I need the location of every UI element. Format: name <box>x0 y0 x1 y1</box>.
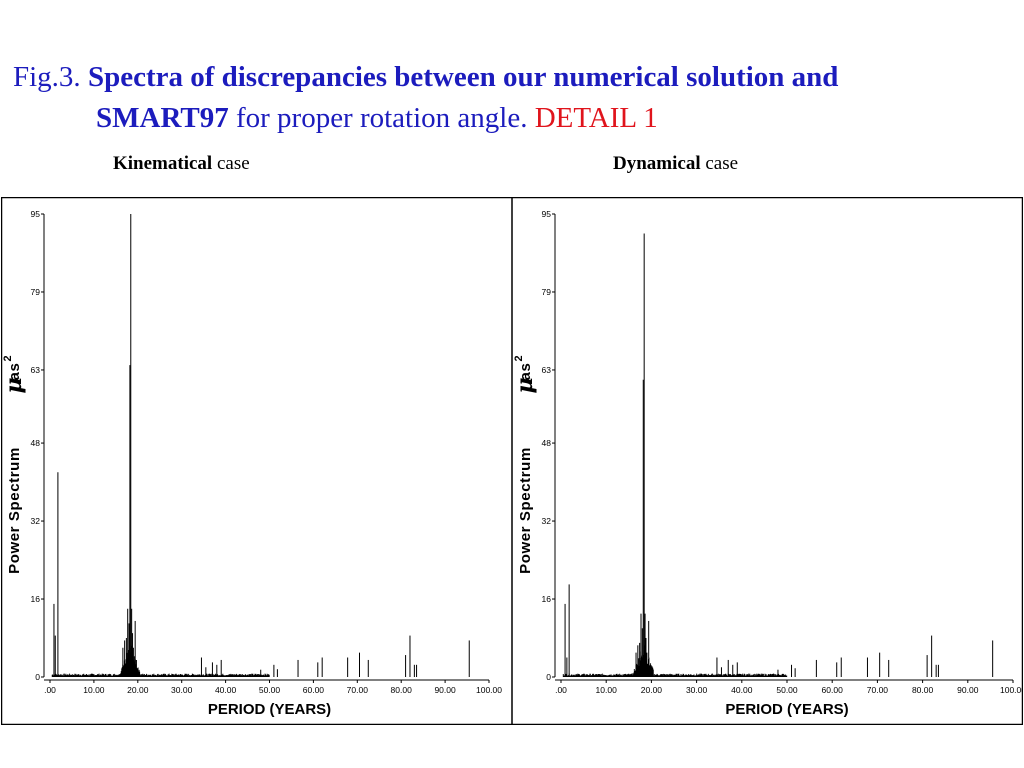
y-tick-label: 0 <box>35 672 40 682</box>
x-tick-label: 100.00 <box>476 685 502 695</box>
subtitle-dynamical: Dynamical case <box>613 153 738 175</box>
y-tick-label: 48 <box>31 438 41 448</box>
x-tick-label: 40.00 <box>731 685 753 695</box>
subtitle-kinematical: Kinematical case <box>113 153 250 175</box>
subtitle-kinematical-rest: case <box>216 153 250 174</box>
x-axis-title: PERIOD (YEARS) <box>725 701 848 718</box>
spectrum-continuum <box>562 645 788 677</box>
y-tick-label: 79 <box>31 287 41 297</box>
y-tick-label: 95 <box>542 209 552 219</box>
y-axis-unit-mu: μ <box>1 377 27 393</box>
x-tick-label: 90.00 <box>434 685 456 695</box>
chart-panel-kinematical: 0 16 32 48 63 79 95 .00 10.00 20.00 30.00 40.00 50.0… <box>1 209 502 718</box>
x-axis-title: PERIOD (YEARS) <box>208 701 331 718</box>
x-tick-label: .00 <box>44 685 56 695</box>
figure-title-bold: Spectra of discrepancies between our num… <box>87 61 839 93</box>
x-tick-label: 40.00 <box>215 685 237 695</box>
figure-title-smart97: SMART97 <box>96 102 229 134</box>
y-tick-label: 32 <box>31 516 41 526</box>
subtitle-kinematical-bold: Kinematical <box>113 153 213 174</box>
figure-title-line-1: Fig.3. Spectra of discrepancies between … <box>13 58 838 96</box>
y-axis-title-group: Power Spectrum μas 2 <box>1 355 27 574</box>
subtitle-dynamical-bold: Dynamical <box>613 153 701 174</box>
x-tick-label: 10.00 <box>596 685 618 695</box>
spectrum-continuum <box>51 644 270 677</box>
y-tick-label: 79 <box>542 287 552 297</box>
x-tick-label: 70.00 <box>347 685 369 695</box>
y-axis-title: Power Spectrum <box>517 447 534 574</box>
y-tick-label: 16 <box>31 594 41 604</box>
x-tick-label: 50.00 <box>776 685 798 695</box>
y-axis-unit-power: 2 <box>2 355 14 361</box>
figure-title-rest: for proper rotation angle. <box>235 102 528 134</box>
chart-panel-dynamical: 0 16 32 48 63 79 95 .00 10.00 20.00 30.00 40.00 50.0… <box>512 209 1023 718</box>
x-tick-label: 30.00 <box>171 685 193 695</box>
y-tick-label: 32 <box>542 516 552 526</box>
subtitle-dynamical-rest: case <box>705 153 739 174</box>
y-tick-label: 0 <box>546 672 551 682</box>
x-tick-label: 80.00 <box>912 685 934 695</box>
x-tick-label: 50.00 <box>259 685 281 695</box>
x-tick-label: 100.00 <box>1000 685 1023 695</box>
x-tick-label: 10.00 <box>83 685 105 695</box>
y-axis-unit-as: as <box>517 363 534 381</box>
x-tick-label: 20.00 <box>127 685 149 695</box>
y-tick-label: 48 <box>542 438 552 448</box>
detail-label: DETAIL 1 <box>534 102 658 134</box>
y-axis-title-group: Power Spectrum μas 2 <box>512 355 538 574</box>
y-axis-unit-power: 2 <box>513 355 525 361</box>
x-tick-label: 60.00 <box>822 685 844 695</box>
y-tick-label: 63 <box>542 365 552 375</box>
x-tick-label: 30.00 <box>686 685 708 695</box>
charts-frame: 0 16 32 48 63 79 95.00 10.00 20.00 30.00 40.00 50.0… <box>1 197 1023 725</box>
x-tick-label: 20.00 <box>641 685 663 695</box>
x-tick-label: 70.00 <box>867 685 889 695</box>
y-axis-title: Power Spectrum <box>6 447 23 574</box>
y-axis-unit-mu: μ <box>512 377 538 393</box>
x-tick-label: 80.00 <box>391 685 413 695</box>
y-axis-unit-as: as <box>6 363 23 381</box>
x-tick-label: 90.00 <box>957 685 979 695</box>
x-tick-label: 60.00 <box>303 685 325 695</box>
figure-label: Fig.3. <box>13 61 81 93</box>
y-tick-label: 16 <box>542 594 552 604</box>
x-tick-label: .00 <box>555 685 567 695</box>
y-tick-label: 63 <box>31 365 41 375</box>
y-tick-label: 95 <box>31 209 41 219</box>
figure-title-line-2: SMART97 for proper rotation angle. DETAI… <box>96 99 658 137</box>
